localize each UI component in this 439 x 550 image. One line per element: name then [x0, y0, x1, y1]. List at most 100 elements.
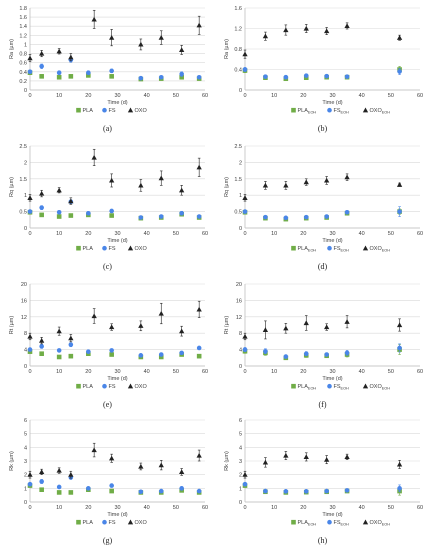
y-tick-label: 16	[21, 298, 27, 304]
x-tick-label: 40	[359, 505, 365, 511]
legend-marker	[76, 519, 81, 525]
x-tick-label: 60	[417, 93, 423, 99]
data-point	[39, 64, 44, 69]
legend-item-oxo: OXO	[127, 245, 147, 252]
data-point	[344, 454, 350, 460]
data-point	[39, 469, 45, 475]
x-tick-label: 30	[329, 369, 335, 375]
data-point	[158, 462, 164, 468]
data-point	[138, 182, 144, 188]
data-point	[158, 354, 164, 360]
x-tick-label: 50	[173, 93, 179, 99]
legend-marker	[102, 107, 107, 113]
legend-marker	[362, 383, 369, 389]
y-tick-label: 4	[24, 348, 27, 354]
data-point	[86, 486, 91, 491]
data-point	[56, 187, 62, 193]
data-point	[396, 461, 403, 467]
y-tick-label: 0.8	[19, 52, 27, 58]
y-tick-label: 5	[24, 432, 27, 438]
data-point	[324, 73, 329, 79]
legend-label: OXO	[135, 108, 148, 114]
panel-label: (e)	[103, 400, 112, 409]
data-point	[196, 22, 202, 28]
series-fs	[27, 199, 202, 220]
y-axis-title: Rk (µm)	[224, 451, 230, 471]
legend-marker	[362, 107, 369, 113]
series-oxo	[242, 315, 403, 341]
data-point	[303, 489, 309, 494]
data-point	[397, 345, 402, 351]
data-point	[68, 54, 74, 60]
data-point	[86, 210, 91, 216]
legend-item-fs: FSEOH	[327, 519, 349, 527]
legend-label: FSEOH	[334, 384, 350, 391]
chart-panel-c: 0 0.5 1 1.5 2 2.5 0 10 20 30 40 50 60 Time (d) Rq (µm)…	[9, 144, 208, 271]
x-axis-title: Time (d)	[107, 100, 127, 106]
x-tick-label: 30	[114, 93, 120, 99]
x-tick-label: 60	[417, 231, 423, 237]
legend-item-pla: PLAEOH	[291, 107, 316, 115]
data-point	[242, 51, 248, 57]
legend-marker	[102, 383, 107, 389]
legend-item-oxo: OXOEOH	[362, 519, 390, 527]
x-tick-label: 40	[144, 505, 150, 511]
data-point	[303, 214, 309, 220]
x-tick-label: 50	[388, 505, 394, 511]
x-tick-label: 10	[271, 369, 277, 375]
chart-panel-b: 0 0.4 0.8 1.2 1.6 0 10 20 30 40 50 60 Time (d) Ra (µm…	[224, 6, 423, 133]
y-tick-label: 16	[236, 298, 242, 304]
data-point	[91, 313, 97, 319]
data-point	[196, 345, 202, 351]
x-tick-label: 30	[329, 93, 335, 99]
y-tick-label: 0	[24, 226, 27, 232]
legend-marker	[127, 383, 134, 389]
y-tick-label: 12	[236, 315, 242, 321]
x-tick-label: 30	[114, 231, 120, 237]
y-tick-label: 6	[239, 418, 242, 424]
series-oxo	[242, 451, 403, 479]
y-tick-label: 0.6	[19, 61, 27, 67]
data-point	[68, 74, 74, 79]
data-point	[179, 486, 184, 491]
data-point	[242, 195, 248, 200]
data-point	[242, 472, 248, 477]
data-point	[344, 488, 350, 493]
data-point	[324, 214, 329, 219]
data-point	[138, 463, 144, 469]
y-tick-label: 1.6	[234, 6, 242, 12]
legend-marker	[102, 245, 107, 251]
data-point	[179, 350, 184, 356]
data-point	[56, 467, 62, 473]
x-tick-label: 0	[243, 93, 246, 99]
data-point	[397, 209, 402, 214]
y-tick-label: 0.2	[19, 79, 27, 85]
y-tick-label: 0	[24, 88, 27, 94]
data-point	[303, 320, 309, 326]
data-point	[27, 55, 33, 61]
series-fs	[27, 342, 202, 358]
x-tick-label: 50	[388, 231, 394, 237]
legend-item-pla: PLA	[76, 519, 93, 526]
data-point	[109, 348, 114, 353]
x-tick-label: 40	[359, 231, 365, 237]
legend-label: OXO	[135, 384, 148, 390]
legend-label: FS	[109, 108, 116, 114]
x-tick-label: 0	[243, 231, 246, 237]
data-point	[397, 486, 402, 491]
legend-item-pla: PLAEOH	[291, 519, 316, 527]
series-pla	[27, 483, 202, 495]
x-tick-label: 0	[28, 505, 31, 511]
y-tick-label: 6	[24, 418, 27, 424]
y-tick-label: 1	[239, 486, 242, 492]
y-tick-label: 8	[239, 331, 242, 337]
data-point	[56, 48, 62, 54]
y-axis-title: Rq (µm)	[224, 177, 230, 197]
y-tick-label: 0	[239, 88, 242, 94]
series-oxo	[242, 173, 403, 202]
data-point	[179, 210, 184, 216]
data-point	[68, 213, 74, 218]
data-point	[158, 214, 164, 219]
x-tick-label: 10	[56, 369, 62, 375]
y-tick-label: 0	[24, 500, 27, 506]
